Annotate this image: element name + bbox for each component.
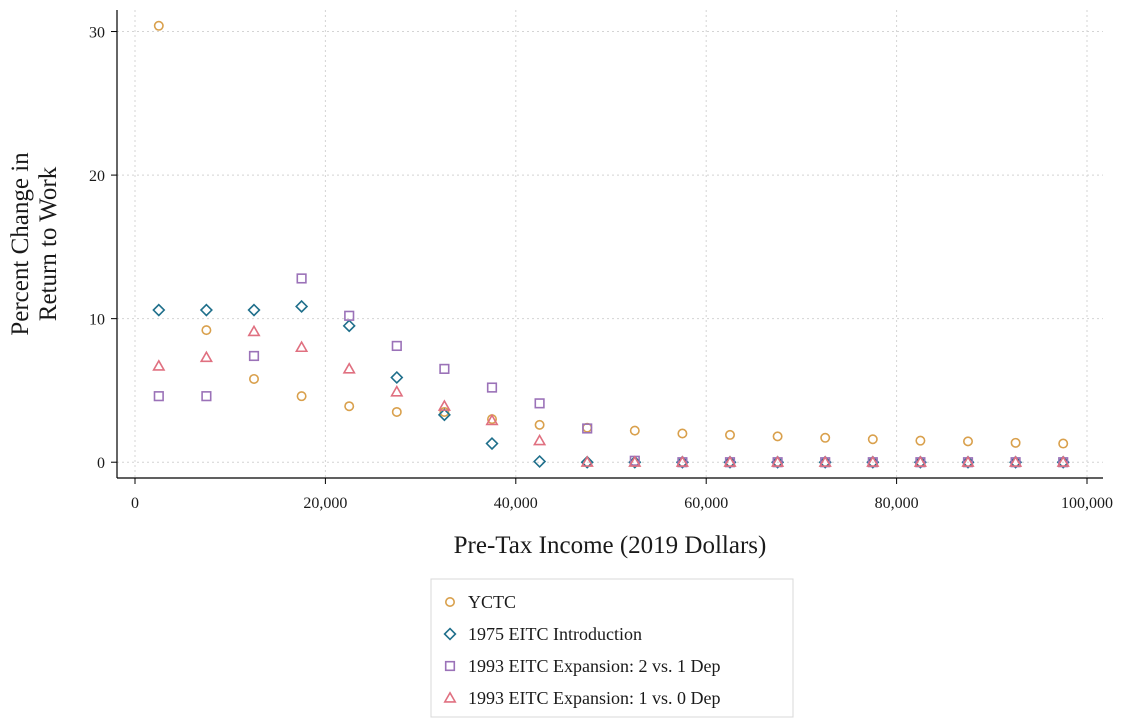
data-point <box>867 434 878 445</box>
grid <box>117 10 1103 478</box>
data-point <box>533 433 547 446</box>
data-point <box>677 428 688 439</box>
data-point <box>437 399 451 411</box>
x-tick-label: 40,000 <box>494 495 538 512</box>
data-point <box>818 455 832 467</box>
data-point <box>534 398 545 409</box>
data-point <box>1058 438 1069 449</box>
data-point <box>439 363 450 374</box>
data-point <box>582 423 593 434</box>
data-point <box>342 362 356 374</box>
y-axis-title-line-1: Percent Change in <box>7 152 34 336</box>
data-point <box>772 431 783 442</box>
x-axis-title: Pre-Tax Income (2019 Dollars) <box>454 532 767 559</box>
data-point <box>199 303 213 317</box>
data-point <box>1010 437 1021 448</box>
data-point <box>961 455 975 467</box>
data-point <box>485 437 499 451</box>
data-point <box>580 455 594 467</box>
data-point <box>913 455 927 467</box>
y-tick-label: 30 <box>89 25 105 42</box>
data-point <box>962 436 973 447</box>
data-point <box>485 413 499 426</box>
legend-label: YCTC <box>468 592 516 612</box>
data-point <box>628 455 642 467</box>
y-axis-title-line-2: Return to Work <box>35 166 62 321</box>
data-point <box>1056 455 1070 467</box>
legend-label: 1993 EITC Expansion: 1 vs. 0 Dep <box>468 688 720 708</box>
data-point <box>391 340 402 352</box>
data-point <box>344 401 355 412</box>
data-point <box>866 455 880 467</box>
data-point <box>820 432 831 443</box>
data-point <box>629 425 640 436</box>
data-point <box>533 454 547 469</box>
data-point <box>296 273 307 284</box>
x-tick-label: 100,000 <box>1061 495 1113 512</box>
data-point <box>580 455 594 469</box>
x-tick-label: 20,000 <box>303 495 347 512</box>
data-point <box>247 303 261 317</box>
y-tick-label: 10 <box>89 312 105 329</box>
data-point <box>534 419 545 430</box>
data-point <box>152 359 166 371</box>
data-point <box>295 299 309 313</box>
y-tick-label: 0 <box>97 455 105 472</box>
series-triangle <box>152 324 1070 467</box>
data-point <box>486 382 498 393</box>
data-point <box>248 350 260 362</box>
data-point <box>344 310 355 321</box>
x-tick-label: 80,000 <box>875 495 919 512</box>
data-points <box>152 20 1070 469</box>
legend-box <box>430 578 794 718</box>
data-point <box>199 350 213 363</box>
data-point <box>439 406 450 417</box>
data-point <box>342 319 356 333</box>
legend-marker <box>444 660 456 672</box>
data-point <box>390 385 404 397</box>
data-point <box>296 391 307 402</box>
data-point <box>153 20 164 31</box>
data-point <box>724 429 735 440</box>
data-point <box>437 408 451 422</box>
axes <box>116 10 1103 479</box>
x-tick-label: 60,000 <box>684 495 728 512</box>
data-point <box>771 455 785 467</box>
data-point <box>390 370 404 385</box>
data-point <box>247 324 261 337</box>
data-point <box>201 325 212 336</box>
legend-marker <box>443 691 457 703</box>
data-point <box>249 373 260 384</box>
data-point <box>1009 455 1023 467</box>
data-point <box>675 455 689 467</box>
legend-marker <box>443 627 457 641</box>
data-point <box>915 435 926 446</box>
legend: YCTC 1975 EITC Introduction 1993 EITC Expa… <box>430 578 794 718</box>
data-point <box>201 391 212 402</box>
series-diamond <box>152 299 1070 469</box>
series-square <box>153 273 1069 468</box>
data-point <box>723 455 737 467</box>
data-point <box>152 303 166 317</box>
series-circle <box>153 20 1069 449</box>
x-tick-label: 0 <box>131 495 139 512</box>
data-point <box>295 340 309 353</box>
y-tick-label: 20 <box>89 168 105 185</box>
legend-marker <box>444 596 455 607</box>
data-point <box>153 391 164 402</box>
legend-label: 1975 EITC Introduction <box>468 624 642 644</box>
legend-label: 1993 EITC Expansion: 2 vs. 1 Dep <box>468 656 720 676</box>
data-point <box>391 406 402 417</box>
ticks: 0 20,000 40,000 60,000 80,000 100,000 0 10 20 30 <box>89 25 1113 512</box>
y-axis-title: Percent Change in Return to Work <box>7 152 62 336</box>
